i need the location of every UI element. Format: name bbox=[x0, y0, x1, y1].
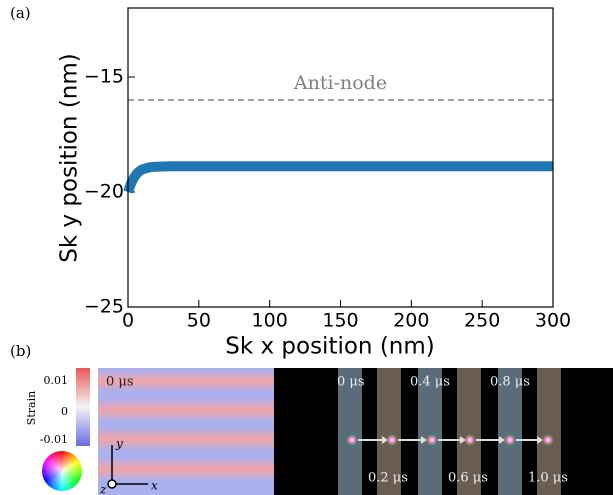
y-tick-label: −15 bbox=[84, 66, 124, 88]
y-tick-label: −20 bbox=[84, 181, 124, 203]
y-tick-label: −25 bbox=[84, 296, 124, 318]
time-label: 0 μs bbox=[337, 375, 365, 390]
x-axis-label: Sk x position (nm) bbox=[225, 334, 435, 360]
axes-icon bbox=[107, 445, 148, 489]
axis-x: x bbox=[151, 479, 158, 493]
x-tick-label: 250 bbox=[464, 310, 500, 332]
colorbar-tick: 0 bbox=[61, 405, 68, 418]
x-tick-label: 300 bbox=[535, 310, 571, 332]
colorbar-tick: -0.01 bbox=[40, 433, 68, 446]
time-label: 0 μs bbox=[106, 375, 134, 390]
y-axis-label: Sk y position (nm) bbox=[57, 53, 83, 263]
x-tick-label: 200 bbox=[393, 310, 429, 332]
axis-z: z bbox=[99, 483, 107, 495]
x-tick-label: 100 bbox=[252, 310, 288, 332]
colorbar-label: Strain bbox=[25, 391, 38, 425]
trajectory-image bbox=[274, 368, 613, 495]
time-label: 0.2 μs bbox=[368, 471, 408, 486]
x-tick-label: 50 bbox=[187, 310, 211, 332]
time-label: 0.8 μs bbox=[490, 375, 530, 390]
time-label: 0.6 μs bbox=[448, 471, 488, 486]
colorbar-tick: 0.01 bbox=[44, 374, 69, 387]
plot-frame bbox=[127, 7, 554, 308]
strain-map bbox=[98, 368, 274, 495]
panel-label: (b) bbox=[10, 342, 31, 360]
series-line bbox=[123, 161, 553, 194]
reference-label: Anti-node bbox=[293, 72, 387, 94]
panel-label: (a) bbox=[10, 4, 31, 22]
x-tick-label: 150 bbox=[322, 310, 358, 332]
colorbar bbox=[76, 368, 90, 446]
time-label: 1.0 μs bbox=[528, 471, 568, 486]
x-tick-label: 0 bbox=[122, 310, 134, 332]
time-label: 0.4 μs bbox=[410, 375, 450, 390]
color-wheel bbox=[42, 451, 82, 491]
axis-y: y bbox=[115, 437, 123, 451]
